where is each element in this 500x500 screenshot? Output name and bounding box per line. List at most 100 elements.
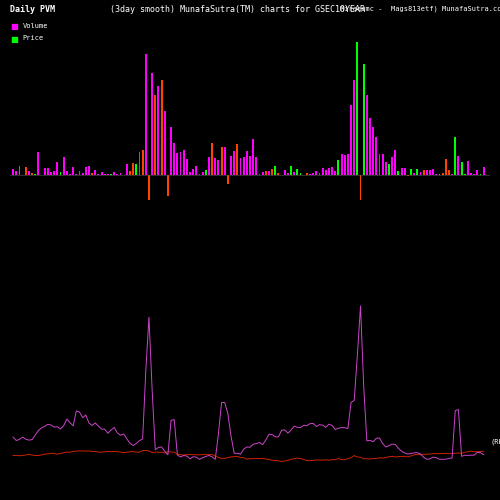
Bar <box>18 166 20 174</box>
Bar <box>316 171 318 174</box>
Bar <box>240 158 242 174</box>
Bar <box>167 174 169 196</box>
Bar <box>350 105 352 174</box>
Bar <box>284 170 286 174</box>
Bar <box>142 150 144 174</box>
Bar <box>148 174 150 202</box>
Bar <box>114 172 115 174</box>
Bar <box>170 127 172 174</box>
Bar <box>344 155 346 174</box>
Bar <box>132 163 134 174</box>
Bar <box>410 169 412 174</box>
Bar <box>136 164 138 174</box>
Bar <box>12 170 14 174</box>
Bar <box>369 118 371 174</box>
Text: Volume: Volume <box>22 22 48 28</box>
Bar <box>382 154 384 174</box>
Bar <box>31 173 33 174</box>
Text: Daily PVM: Daily PVM <box>10 5 55 14</box>
Bar <box>85 166 86 174</box>
Bar <box>224 147 226 174</box>
Bar <box>404 168 406 174</box>
Bar <box>426 170 428 174</box>
Bar <box>306 173 308 174</box>
Bar <box>218 160 220 174</box>
Bar <box>16 172 18 174</box>
Bar <box>432 169 434 174</box>
Bar <box>72 166 74 174</box>
Bar <box>160 80 162 174</box>
Bar <box>62 158 64 174</box>
Bar <box>331 167 333 174</box>
Bar <box>82 173 84 174</box>
Bar <box>322 168 324 174</box>
Bar <box>366 96 368 174</box>
Bar <box>256 157 258 174</box>
Bar <box>174 143 175 174</box>
Bar <box>158 86 160 174</box>
Bar <box>271 168 273 174</box>
Text: (RHS): (RHS) <box>491 438 500 445</box>
Bar <box>265 171 266 174</box>
Bar <box>378 154 380 174</box>
Bar <box>290 166 292 174</box>
Bar <box>196 166 198 174</box>
Bar <box>88 166 90 174</box>
Bar <box>274 166 276 174</box>
Bar <box>126 164 128 174</box>
Bar <box>205 170 206 174</box>
Bar <box>376 136 378 174</box>
Bar <box>44 168 46 174</box>
Bar <box>214 158 216 174</box>
Bar <box>234 150 235 174</box>
Bar <box>47 168 49 174</box>
Bar <box>176 153 178 174</box>
Bar <box>145 54 146 174</box>
Text: (3day smooth) MunafaSutra(TM) charts for GSEC10YEAR: (3day smooth) MunafaSutra(TM) charts for… <box>110 5 365 14</box>
Bar <box>262 172 264 174</box>
Bar <box>388 164 390 174</box>
Bar <box>38 152 40 174</box>
Bar <box>296 169 298 174</box>
Bar <box>94 170 96 174</box>
Bar <box>422 170 424 174</box>
Bar <box>340 154 342 174</box>
Bar <box>467 160 469 174</box>
Bar <box>189 172 191 174</box>
Bar <box>338 160 340 174</box>
Bar <box>208 157 210 174</box>
Bar <box>294 172 295 174</box>
Bar <box>460 162 462 174</box>
Bar <box>445 158 446 174</box>
Bar <box>56 162 58 174</box>
Bar <box>227 174 229 184</box>
Bar <box>420 172 422 174</box>
Bar <box>400 168 402 174</box>
Bar <box>151 74 153 174</box>
Bar <box>318 172 320 174</box>
Bar <box>236 144 238 174</box>
Bar <box>394 150 396 174</box>
Bar <box>372 127 374 174</box>
Bar <box>154 96 156 174</box>
Bar <box>252 138 254 174</box>
Bar <box>347 154 349 174</box>
Bar <box>54 172 55 174</box>
Bar <box>182 150 184 174</box>
Bar <box>60 172 62 174</box>
Bar <box>416 169 418 174</box>
Text: ■: ■ <box>10 35 18 44</box>
Bar <box>385 162 386 174</box>
Bar <box>186 158 188 174</box>
Bar <box>249 156 251 174</box>
Bar <box>246 151 248 174</box>
Bar <box>328 168 330 174</box>
Bar <box>230 156 232 174</box>
Bar <box>458 156 460 174</box>
Bar <box>300 172 302 174</box>
Bar <box>220 147 222 174</box>
Bar <box>476 170 478 174</box>
Bar <box>391 157 393 174</box>
Bar <box>325 170 326 174</box>
Bar <box>138 152 140 174</box>
